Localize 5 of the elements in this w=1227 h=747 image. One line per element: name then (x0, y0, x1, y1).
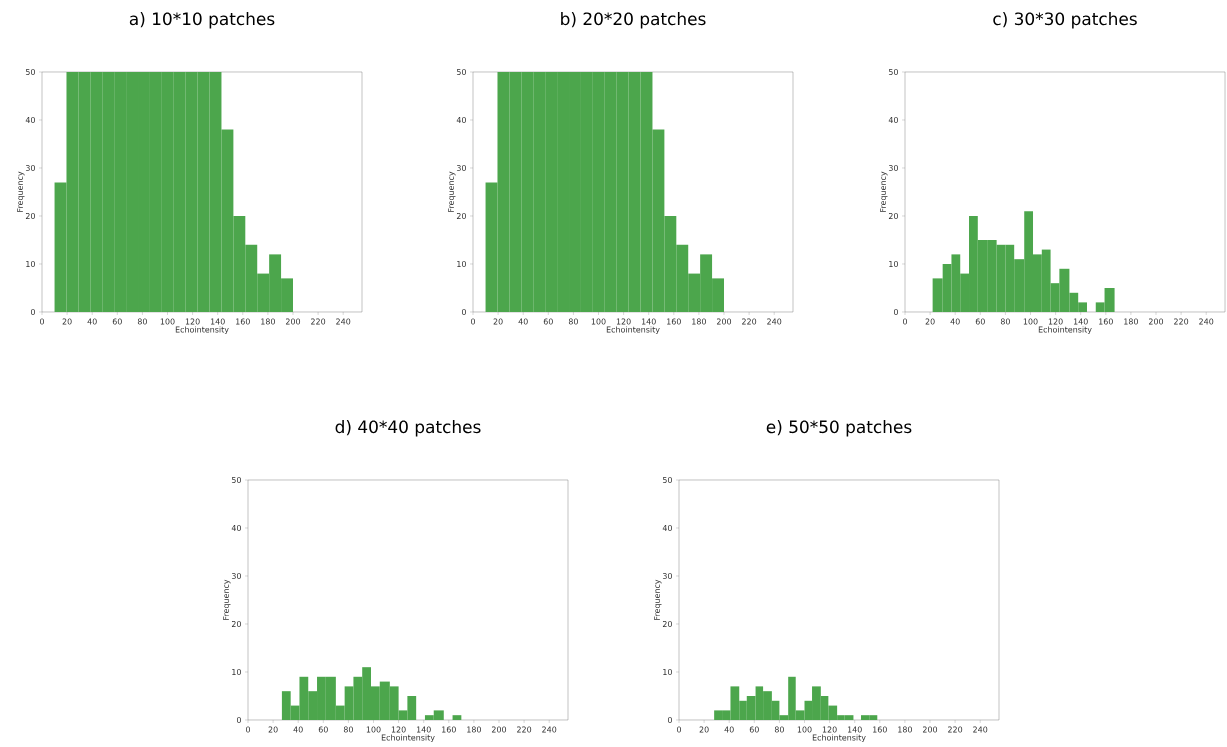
chart-title: e) 50*50 patches (766, 420, 912, 437)
chart-title: d) 40*40 patches (335, 420, 481, 437)
chart-title: b) 20*20 patches (561, 12, 706, 29)
chart-title: c) 30*30 patches (993, 12, 1137, 29)
chart-title: a) 10*10 patches (129, 12, 275, 29)
